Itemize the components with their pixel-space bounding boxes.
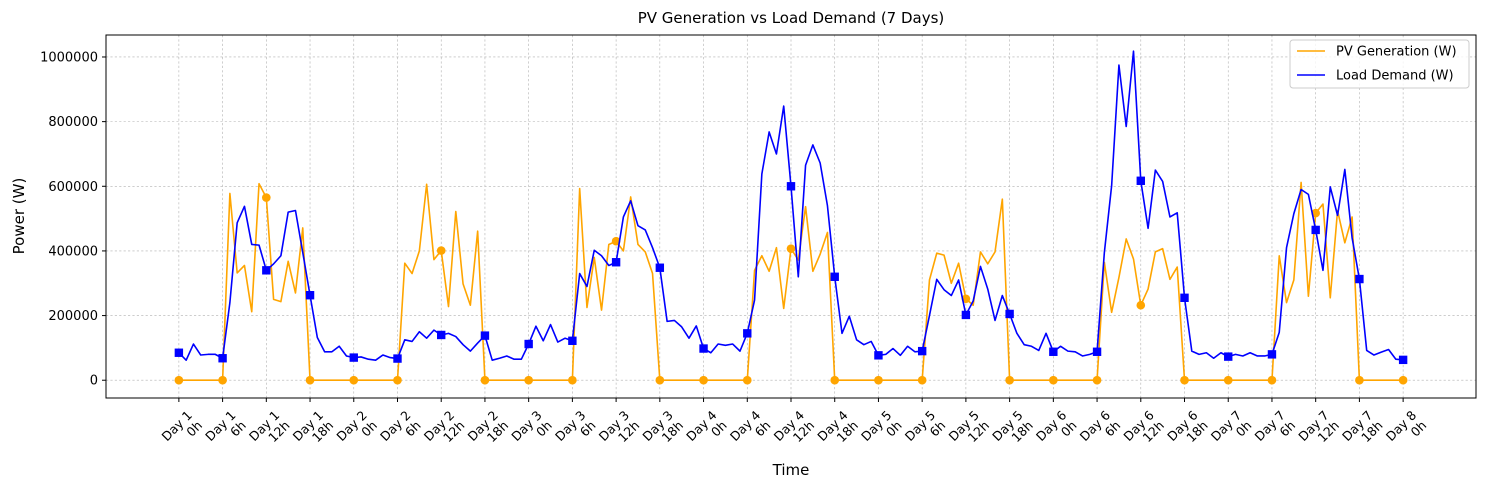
data-point-marker xyxy=(743,329,752,338)
data-point-marker xyxy=(1049,375,1058,385)
series-load-demand xyxy=(174,50,1408,365)
data-point-marker xyxy=(655,263,665,272)
data-point-marker xyxy=(305,291,315,300)
data-point-marker xyxy=(218,375,227,385)
legend-label-pv: PV Generation (W) xyxy=(1336,45,1457,60)
data-point-marker xyxy=(1311,225,1320,235)
data-point-marker xyxy=(742,375,752,385)
data-point-marker xyxy=(1005,375,1014,385)
data-point-marker xyxy=(699,344,708,353)
data-point-marker xyxy=(1005,309,1014,319)
data-point-marker xyxy=(1180,293,1189,302)
data-point-marker xyxy=(1092,375,1102,385)
data-point-marker xyxy=(874,375,883,385)
y-tick-label: 0 xyxy=(90,374,98,389)
data-point-marker xyxy=(1223,375,1233,385)
data-point-marker xyxy=(436,246,446,255)
data-point-marker xyxy=(437,330,446,340)
data-point-marker xyxy=(218,354,227,363)
x-axis-label: Time xyxy=(772,461,810,479)
data-point-marker xyxy=(480,331,490,340)
data-point-marker xyxy=(699,375,708,385)
series-layer xyxy=(174,50,1408,385)
series-pv-generation xyxy=(174,181,1408,385)
legend: PV Generation (W) Load Demand (W) xyxy=(1289,39,1470,89)
data-point-marker xyxy=(1398,375,1408,385)
data-point-marker xyxy=(568,336,577,345)
y-axis-label: Power (W) xyxy=(10,178,28,255)
y-tick-label: 800000 xyxy=(48,115,98,130)
data-point-marker xyxy=(174,375,184,385)
data-point-marker xyxy=(1355,274,1364,284)
data-point-marker xyxy=(1136,176,1145,185)
legend-box xyxy=(1289,39,1470,89)
data-point-marker xyxy=(1224,352,1233,361)
data-point-marker xyxy=(262,193,271,202)
data-point-marker xyxy=(349,375,359,385)
data-point-marker xyxy=(1180,375,1189,385)
data-point-marker xyxy=(1267,350,1277,359)
y-tick-label: 400000 xyxy=(48,244,98,259)
data-point-marker xyxy=(611,236,621,246)
data-point-marker xyxy=(830,272,839,281)
data-point-marker xyxy=(568,375,577,385)
data-point-marker xyxy=(874,351,883,360)
data-point-marker xyxy=(393,354,402,363)
data-point-marker xyxy=(1267,375,1277,385)
data-point-marker xyxy=(1092,347,1102,356)
legend-label-load: Load Demand (W) xyxy=(1336,69,1454,84)
data-point-marker xyxy=(1136,300,1146,310)
data-point-marker xyxy=(917,375,927,385)
data-point-marker xyxy=(1398,355,1408,365)
data-point-marker xyxy=(786,182,796,191)
data-point-marker xyxy=(1049,347,1058,356)
y-tick-label: 1000000 xyxy=(40,50,98,65)
data-point-marker xyxy=(961,310,971,320)
data-point-marker xyxy=(1311,208,1320,218)
data-point-marker xyxy=(524,339,533,349)
data-point-marker xyxy=(393,375,402,385)
data-point-marker xyxy=(349,353,358,362)
data-point-marker xyxy=(611,258,621,267)
grid xyxy=(106,35,1476,398)
data-point-marker xyxy=(830,375,840,385)
data-point-marker xyxy=(786,244,796,253)
data-point-marker xyxy=(917,346,927,356)
data-point-marker xyxy=(262,266,271,275)
data-point-marker xyxy=(480,375,490,385)
y-tick-label: 200000 xyxy=(48,309,98,324)
y-tick-label: 600000 xyxy=(48,180,98,195)
data-point-marker xyxy=(655,375,665,385)
data-point-marker xyxy=(524,375,533,385)
data-point-marker xyxy=(174,348,184,357)
data-point-marker xyxy=(1355,375,1364,385)
y-axis-ticks: 0 200000 400000 600000 800000 1000000 xyxy=(40,50,106,389)
data-point-marker xyxy=(305,375,315,385)
chart-title: PV Generation vs Load Demand (7 Days) xyxy=(638,9,945,27)
